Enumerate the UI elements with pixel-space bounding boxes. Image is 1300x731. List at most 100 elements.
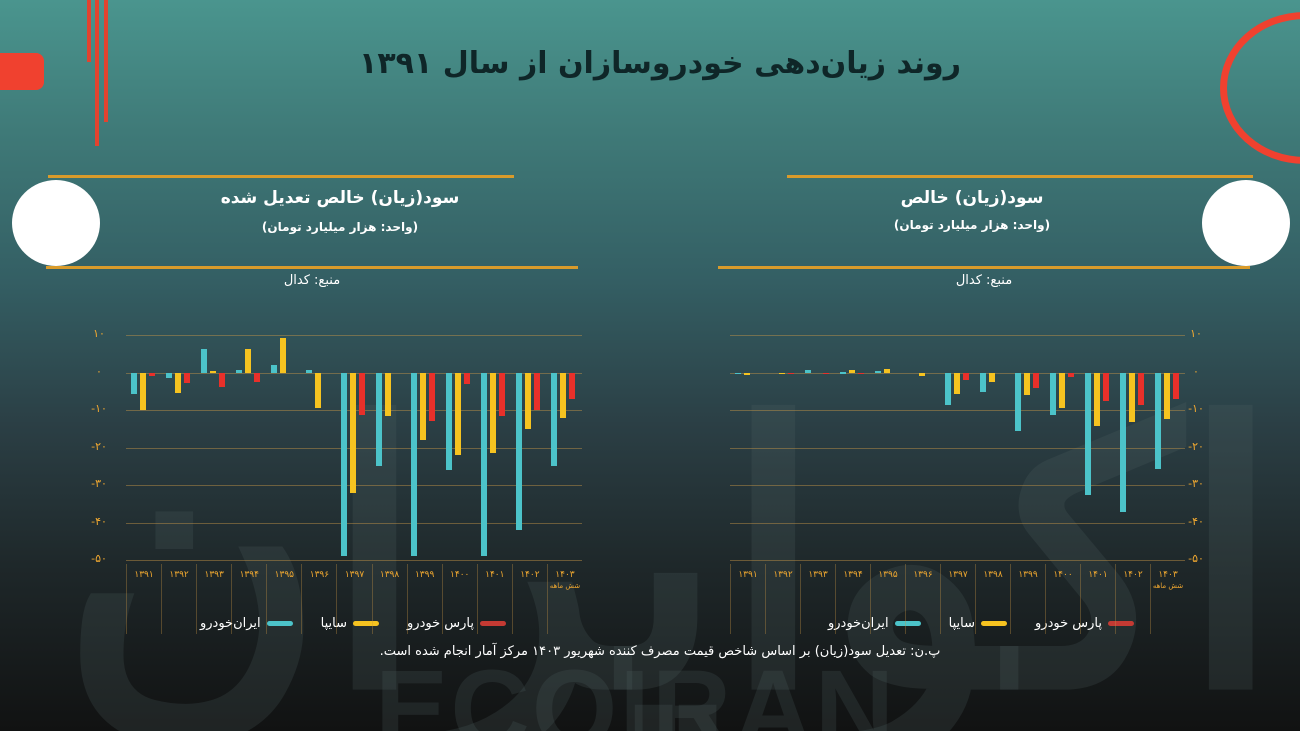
gridline bbox=[126, 522, 582, 524]
y-tick-label: -۲۰ bbox=[91, 439, 107, 453]
decorative-line bbox=[104, 0, 108, 122]
bar bbox=[1058, 372, 1065, 409]
bar bbox=[1014, 372, 1021, 432]
chart-unit-right: (واحد: هزار میلیارد تومان) bbox=[893, 218, 1051, 232]
legend-label: پارس خودرو bbox=[1035, 616, 1102, 631]
legend-label: ایران‌خودرو bbox=[200, 616, 261, 631]
x-tick-label: ۱۴۰۳ شش ماهه bbox=[546, 564, 582, 634]
bar bbox=[1163, 372, 1170, 420]
legend-item-saipa: سایپا bbox=[321, 616, 380, 631]
bar bbox=[1154, 372, 1161, 469]
watermark-text: ECOIRAN bbox=[375, 648, 897, 731]
x-tick-label: ۱۴۰۲ bbox=[1115, 564, 1150, 634]
bar bbox=[804, 369, 811, 373]
bar bbox=[1049, 372, 1056, 415]
gridline bbox=[730, 410, 1185, 411]
x-tick-label: ۱۴۰۰ bbox=[441, 564, 477, 634]
bar bbox=[209, 371, 216, 373]
header-divider bbox=[787, 175, 1253, 178]
x-tick-label: ۱۳۹۴ bbox=[835, 564, 870, 634]
x-tick-label: ۱۳۹۱ bbox=[126, 564, 161, 634]
bar bbox=[848, 369, 855, 373]
decorative-red-block bbox=[0, 53, 44, 90]
y-tick-label: ۰ bbox=[96, 364, 102, 378]
y-tick-label: -۲۰ bbox=[1188, 439, 1204, 453]
bar bbox=[953, 372, 960, 394]
bar bbox=[455, 372, 462, 455]
decorative-line bbox=[87, 0, 91, 62]
footnote: پ.ن: تعدیل سود(زیان) بر اساس شاخص قیمت م… bbox=[379, 644, 941, 659]
bar bbox=[839, 372, 846, 374]
y-tick-label: -۴۰ bbox=[91, 514, 107, 528]
header-divider bbox=[46, 266, 578, 269]
legend-item-saipa: سایپا bbox=[949, 616, 1008, 631]
legend-swatch bbox=[1108, 621, 1134, 626]
bar bbox=[411, 372, 418, 557]
legend-swatch bbox=[266, 621, 293, 626]
bar bbox=[551, 372, 558, 467]
bar bbox=[174, 372, 181, 394]
bar bbox=[962, 372, 969, 380]
bar bbox=[305, 370, 312, 373]
bar bbox=[944, 372, 951, 405]
chart-title-left: سود(زیان) خالص تعدیل شده bbox=[220, 188, 460, 208]
x-tick-label: ۱۳۹۱ bbox=[730, 564, 765, 634]
bar bbox=[244, 349, 251, 373]
bar bbox=[314, 372, 321, 409]
bar bbox=[429, 372, 436, 422]
bar bbox=[857, 372, 864, 374]
gridline bbox=[126, 335, 582, 336]
bar bbox=[499, 372, 506, 417]
bar bbox=[1093, 372, 1100, 427]
x-tick-label: ۱۳۹۷ bbox=[940, 564, 975, 634]
bar bbox=[385, 372, 392, 417]
x-tick-label: ۱۳۹۶ bbox=[301, 564, 336, 634]
legend-item-iran-khodro: ایران‌خودرو bbox=[200, 616, 293, 631]
legend-right: پارس خودرو سایپا ایران‌خودرو bbox=[828, 616, 1134, 631]
y-tick-label: -۵۰ bbox=[1188, 552, 1204, 565]
bar bbox=[560, 372, 567, 418]
x-tick-label: ۱۳۹۸ bbox=[371, 564, 407, 634]
bar bbox=[883, 368, 890, 373]
x-tick-label: ۱۴۰۳ شش ماهه bbox=[1150, 564, 1185, 634]
watermark-logo-fa: اکوایران bbox=[60, 359, 1281, 731]
bar bbox=[525, 372, 532, 429]
bar bbox=[341, 372, 347, 556]
x-tick-label: ۱۴۰۲ bbox=[511, 564, 547, 634]
bar bbox=[569, 372, 576, 399]
chart-source-left: منبع: کدال bbox=[283, 273, 341, 288]
header-divider bbox=[48, 175, 514, 178]
y-tick-label: -۳۰ bbox=[1188, 477, 1204, 490]
legend-item-pars-khodro: پارس خودرو bbox=[1035, 616, 1134, 631]
gridline bbox=[126, 560, 582, 561]
x-tick-label: ۱۳۹۷ bbox=[336, 564, 371, 634]
legend-swatch bbox=[480, 621, 506, 626]
bar bbox=[376, 372, 383, 466]
bar bbox=[988, 372, 995, 382]
y-tick-label: -۱۰ bbox=[1188, 402, 1204, 415]
legend-swatch bbox=[353, 621, 380, 626]
bar bbox=[148, 372, 155, 377]
decorative-red-ring bbox=[1220, 12, 1300, 164]
x-tick-label: ۱۴۰۱ bbox=[1080, 564, 1115, 634]
page-title: روند زیان‌دهی خودروسازان از سال ۱۳۹۱ bbox=[359, 46, 961, 81]
bar bbox=[446, 372, 453, 470]
legend-label: ایران‌خودرو bbox=[828, 616, 889, 631]
gridline bbox=[730, 335, 1185, 336]
bar bbox=[874, 371, 881, 373]
bar bbox=[130, 372, 137, 394]
bar bbox=[1102, 372, 1109, 401]
legend-item-iran-khodro: ایران‌خودرو bbox=[828, 616, 921, 631]
bar bbox=[534, 372, 541, 410]
bar bbox=[279, 337, 286, 373]
x-tick-label: ۱۳۹۳ bbox=[196, 564, 231, 634]
decorative-line bbox=[95, 0, 99, 146]
bar bbox=[516, 372, 523, 530]
bar bbox=[235, 369, 242, 373]
bar bbox=[200, 348, 207, 373]
legend-label: پارس خودرو bbox=[407, 616, 474, 631]
y-tick-label: -۱۰ bbox=[91, 402, 107, 415]
bar bbox=[743, 372, 750, 376]
bar bbox=[1119, 372, 1126, 513]
legend-item-pars-khodro: پارس خودرو bbox=[407, 616, 506, 631]
